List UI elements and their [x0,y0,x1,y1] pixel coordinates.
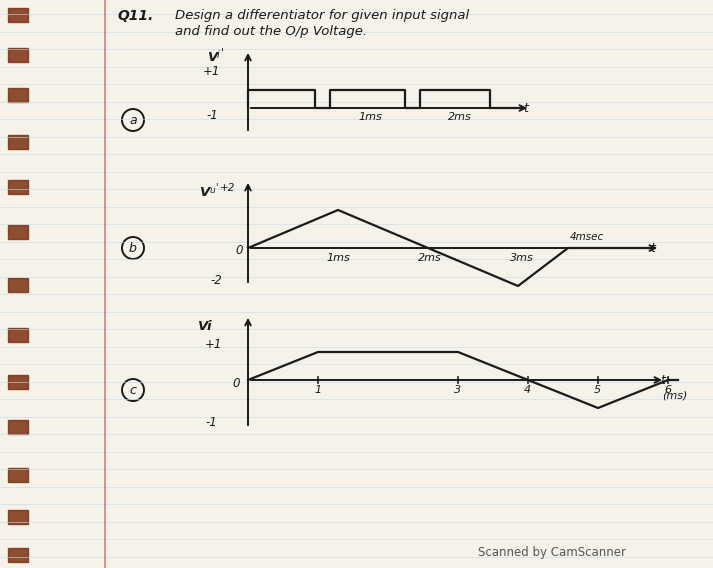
Text: Q11.: Q11. [118,9,154,23]
Text: 3ms: 3ms [510,253,534,263]
Text: -2: -2 [210,274,222,287]
Text: ': ' [215,182,217,192]
Text: (ms): (ms) [662,390,687,400]
Text: -1: -1 [205,416,217,429]
Text: +1: +1 [203,65,220,78]
Bar [8,225,28,239]
Bar [8,420,28,434]
Text: t: t [660,374,665,387]
Text: a: a [129,115,137,127]
Bar [8,180,28,194]
Text: 2ms: 2ms [418,253,442,263]
Bar [8,375,28,389]
Bar [8,48,28,62]
Text: c: c [129,385,136,398]
Text: Design a differentiator for given input signal: Design a differentiator for given input … [175,9,469,22]
Text: +1: +1 [205,338,222,351]
Text: 3: 3 [454,385,461,395]
Text: u: u [209,186,215,195]
Text: V: V [200,186,210,199]
Text: i: i [217,50,220,60]
Text: +2: +2 [220,183,235,193]
Text: 1ms: 1ms [358,112,381,122]
Text: ': ' [221,47,224,57]
Text: 1ms: 1ms [326,253,350,263]
Bar [8,135,28,149]
Text: t: t [523,102,528,115]
Text: 0: 0 [235,244,242,257]
Text: -1: -1 [206,109,217,122]
Text: t: t [650,242,655,255]
Text: 0: 0 [232,377,240,390]
Text: 6: 6 [664,385,671,395]
Bar [8,278,28,292]
Bar [8,548,28,562]
Bar [8,510,28,524]
Bar [8,468,28,482]
Bar [8,8,28,22]
Bar [8,328,28,342]
Text: 4msec: 4msec [570,232,604,242]
Text: Vi: Vi [198,320,212,333]
Text: 1: 1 [314,385,321,395]
Text: 4: 4 [524,385,531,395]
Text: Scanned by CamScanner: Scanned by CamScanner [478,546,626,559]
Text: b: b [129,243,137,256]
Text: 5: 5 [594,385,601,395]
Text: and find out the O/p Voltage.: and find out the O/p Voltage. [175,25,367,38]
Text: 2ms: 2ms [448,112,472,122]
Bar [8,88,28,102]
Text: V: V [208,51,218,64]
